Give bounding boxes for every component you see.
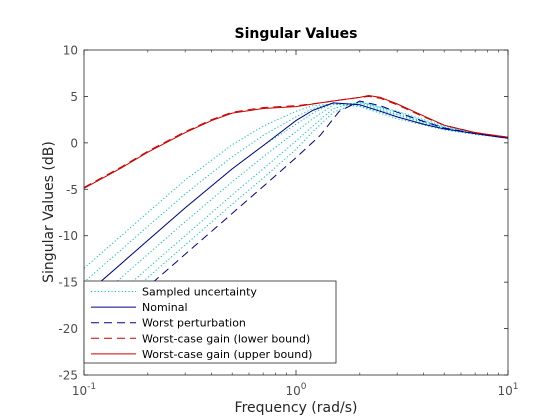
series-nominal-line [84,102,508,297]
y-tick-label: 5 [70,90,78,104]
y-tick-label: -15 [58,276,78,290]
legend-box [83,280,337,364]
legend-label-worst-case-gain-lower-bound: Worst-case gain (lower bound) [142,332,310,345]
series-sampled-uncertainty-line-6 [84,101,508,334]
legend-label-worst-case-gain-upper-bound: Worst-case gain (upper bound) [142,348,312,361]
y-tick-label: -10 [58,229,78,243]
legend: Sampled uncertainty Nominal Worst perturba… [83,280,337,364]
x-tick-label: 10-1 [72,382,96,398]
x-tick-label: 100 [285,382,306,398]
y-tick-label: -5 [66,183,78,197]
series-worst-perturbation-line [84,100,508,343]
y-tick-label: -20 [58,322,78,336]
series-sampled-uncertainty-line-1 [84,103,508,269]
y-tick-label: 0 [70,136,78,150]
x-tick-label: 101 [497,382,518,398]
legend-label-worst-perturbation: Worst perturbation [142,317,246,330]
plot-area [84,94,508,343]
y-axis-label: Singular Values (dB) [41,141,57,283]
legend-label-sampled-uncertainty: Sampled uncertainty [142,286,257,299]
legend-label-nominal: Nominal [142,301,188,314]
y-tick-label: 10 [63,44,78,58]
series-sampled-uncertainty-line-5 [84,101,508,325]
axes-box [83,49,509,376]
x-axis-label: Frequency (rad/s) [235,400,358,416]
series-worst-case-gain-upper-bound-line [84,94,508,189]
chart-title: Singular Values [235,26,358,42]
y-tick-label: -25 [58,369,78,383]
